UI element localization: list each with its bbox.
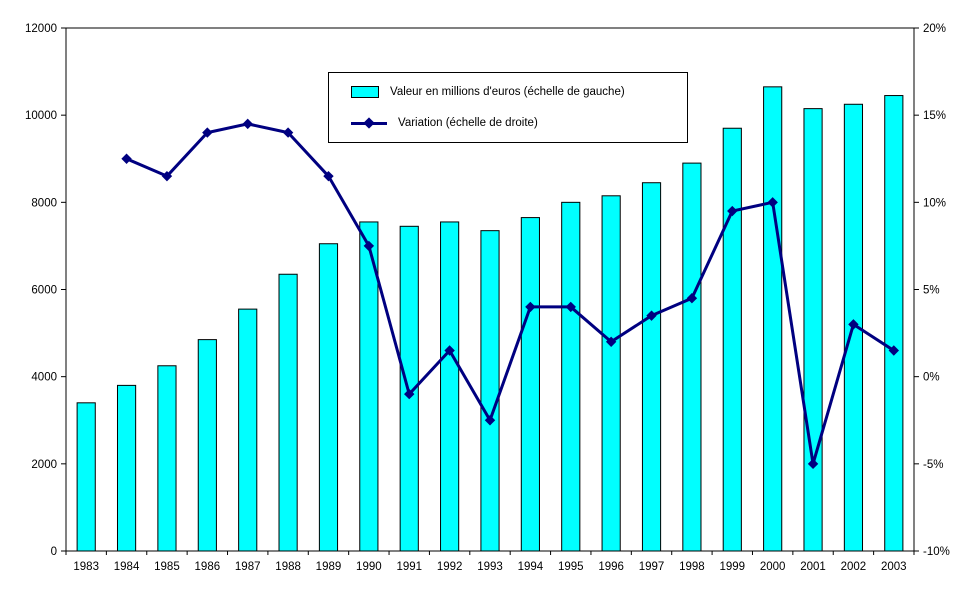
bar <box>197 339 217 552</box>
x-axis-category-label: 2001 <box>800 561 826 573</box>
bar <box>76 402 96 552</box>
bar <box>641 182 662 552</box>
left-axis-tick-label: 6000 <box>31 285 57 297</box>
left-axis-tick-label: 12000 <box>25 23 57 35</box>
bar <box>601 195 621 552</box>
right-axis-tick-label: -5% <box>923 459 943 471</box>
line-series-label: Variation (échelle de droite) <box>398 117 538 129</box>
left-axis-tick-label: 8000 <box>31 197 57 209</box>
x-axis-category-label: 1991 <box>396 561 422 573</box>
bar <box>238 308 258 552</box>
left-axis-tick-label: 0 <box>51 546 57 558</box>
x-axis-category-label: 2003 <box>881 561 907 573</box>
diamond-marker-icon <box>363 240 375 252</box>
x-axis-category-label: 1996 <box>598 561 624 573</box>
x-axis-category-label: 1983 <box>73 561 99 573</box>
bar <box>722 127 742 552</box>
diamond-marker-icon <box>727 205 738 217</box>
diamond-marker-icon <box>767 197 778 208</box>
diamond-marker-icon <box>444 345 455 356</box>
bar <box>520 217 540 552</box>
x-axis-category-label: 1993 <box>477 561 503 573</box>
right-axis-tick-label: 15% <box>923 110 946 122</box>
bar <box>440 221 460 552</box>
diamond-marker-icon <box>282 127 294 138</box>
right-axis-tick-label: 10% <box>923 197 946 209</box>
diamond-marker-icon <box>646 310 657 321</box>
right-axis-tick-label: 0% <box>923 372 940 384</box>
diamond-marker-icon <box>888 345 900 356</box>
x-axis-category-label: 1989 <box>316 561 342 573</box>
left-axis-tick-label: 4000 <box>31 372 57 384</box>
right-axis-tick-label: -10% <box>923 546 950 558</box>
legend-item-line-series: Variation (échelle de droite) <box>351 117 677 129</box>
diamond-marker-icon <box>686 293 698 304</box>
x-axis-category-label: 1999 <box>719 561 745 573</box>
bar <box>884 95 904 552</box>
x-axis-category-label: 1984 <box>114 561 140 573</box>
right-axis-tick-label: 20% <box>923 23 946 35</box>
diamond-marker-icon <box>565 301 576 313</box>
bar <box>480 230 500 552</box>
x-axis-category-label: 1985 <box>154 561 180 573</box>
x-axis-category-label: 1986 <box>195 561 221 573</box>
diamond-marker-icon <box>242 118 253 130</box>
bar <box>803 108 823 552</box>
bar-series-swatch <box>351 86 379 98</box>
x-axis-category-label: 1995 <box>558 561 584 573</box>
diamond-marker-icon <box>605 336 617 348</box>
diamond-marker-icon <box>121 153 132 164</box>
x-axis-category-label: 2000 <box>760 561 786 573</box>
bar <box>157 365 177 552</box>
bar <box>359 221 379 552</box>
x-axis-category-label: 1998 <box>679 561 705 573</box>
diamond-marker-icon <box>363 117 375 129</box>
diamond-marker-icon <box>807 458 819 470</box>
bar <box>763 86 783 552</box>
bar <box>682 162 702 552</box>
diamond-marker-icon <box>404 388 415 400</box>
diamond-marker-icon <box>484 415 496 426</box>
variation-line <box>125 122 895 466</box>
x-axis-category-label: 2002 <box>841 561 867 573</box>
diamond-marker-icon <box>525 301 536 313</box>
diamond-marker-icon <box>848 319 859 330</box>
x-axis-category-label: 1990 <box>356 561 382 573</box>
diamond-marker-icon <box>323 170 334 182</box>
x-axis-category-label: 1992 <box>437 561 463 573</box>
legend: Valeur en millions d'euros (échelle de g… <box>328 72 688 143</box>
left-axis-tick-label: 10000 <box>25 110 57 122</box>
left-axis-tick-label: 2000 <box>31 459 57 471</box>
diamond-marker-icon <box>202 127 213 138</box>
diamond-marker-icon <box>161 170 173 182</box>
bar <box>318 243 339 552</box>
bar <box>561 201 581 552</box>
bar <box>278 273 298 552</box>
x-axis-category-label: 1994 <box>518 561 544 573</box>
line-series-swatch <box>351 117 387 129</box>
bar <box>116 384 137 552</box>
x-axis-category-label: 1987 <box>235 561 261 573</box>
right-axis-tick-label: 5% <box>923 285 940 297</box>
legend-item-bar-series: Valeur en millions d'euros (échelle de g… <box>351 86 677 98</box>
bar-series-label: Valeur en millions d'euros (échelle de g… <box>390 86 625 98</box>
x-axis-category-label: 1997 <box>639 561 665 573</box>
x-axis-category-label: 1988 <box>275 561 301 573</box>
